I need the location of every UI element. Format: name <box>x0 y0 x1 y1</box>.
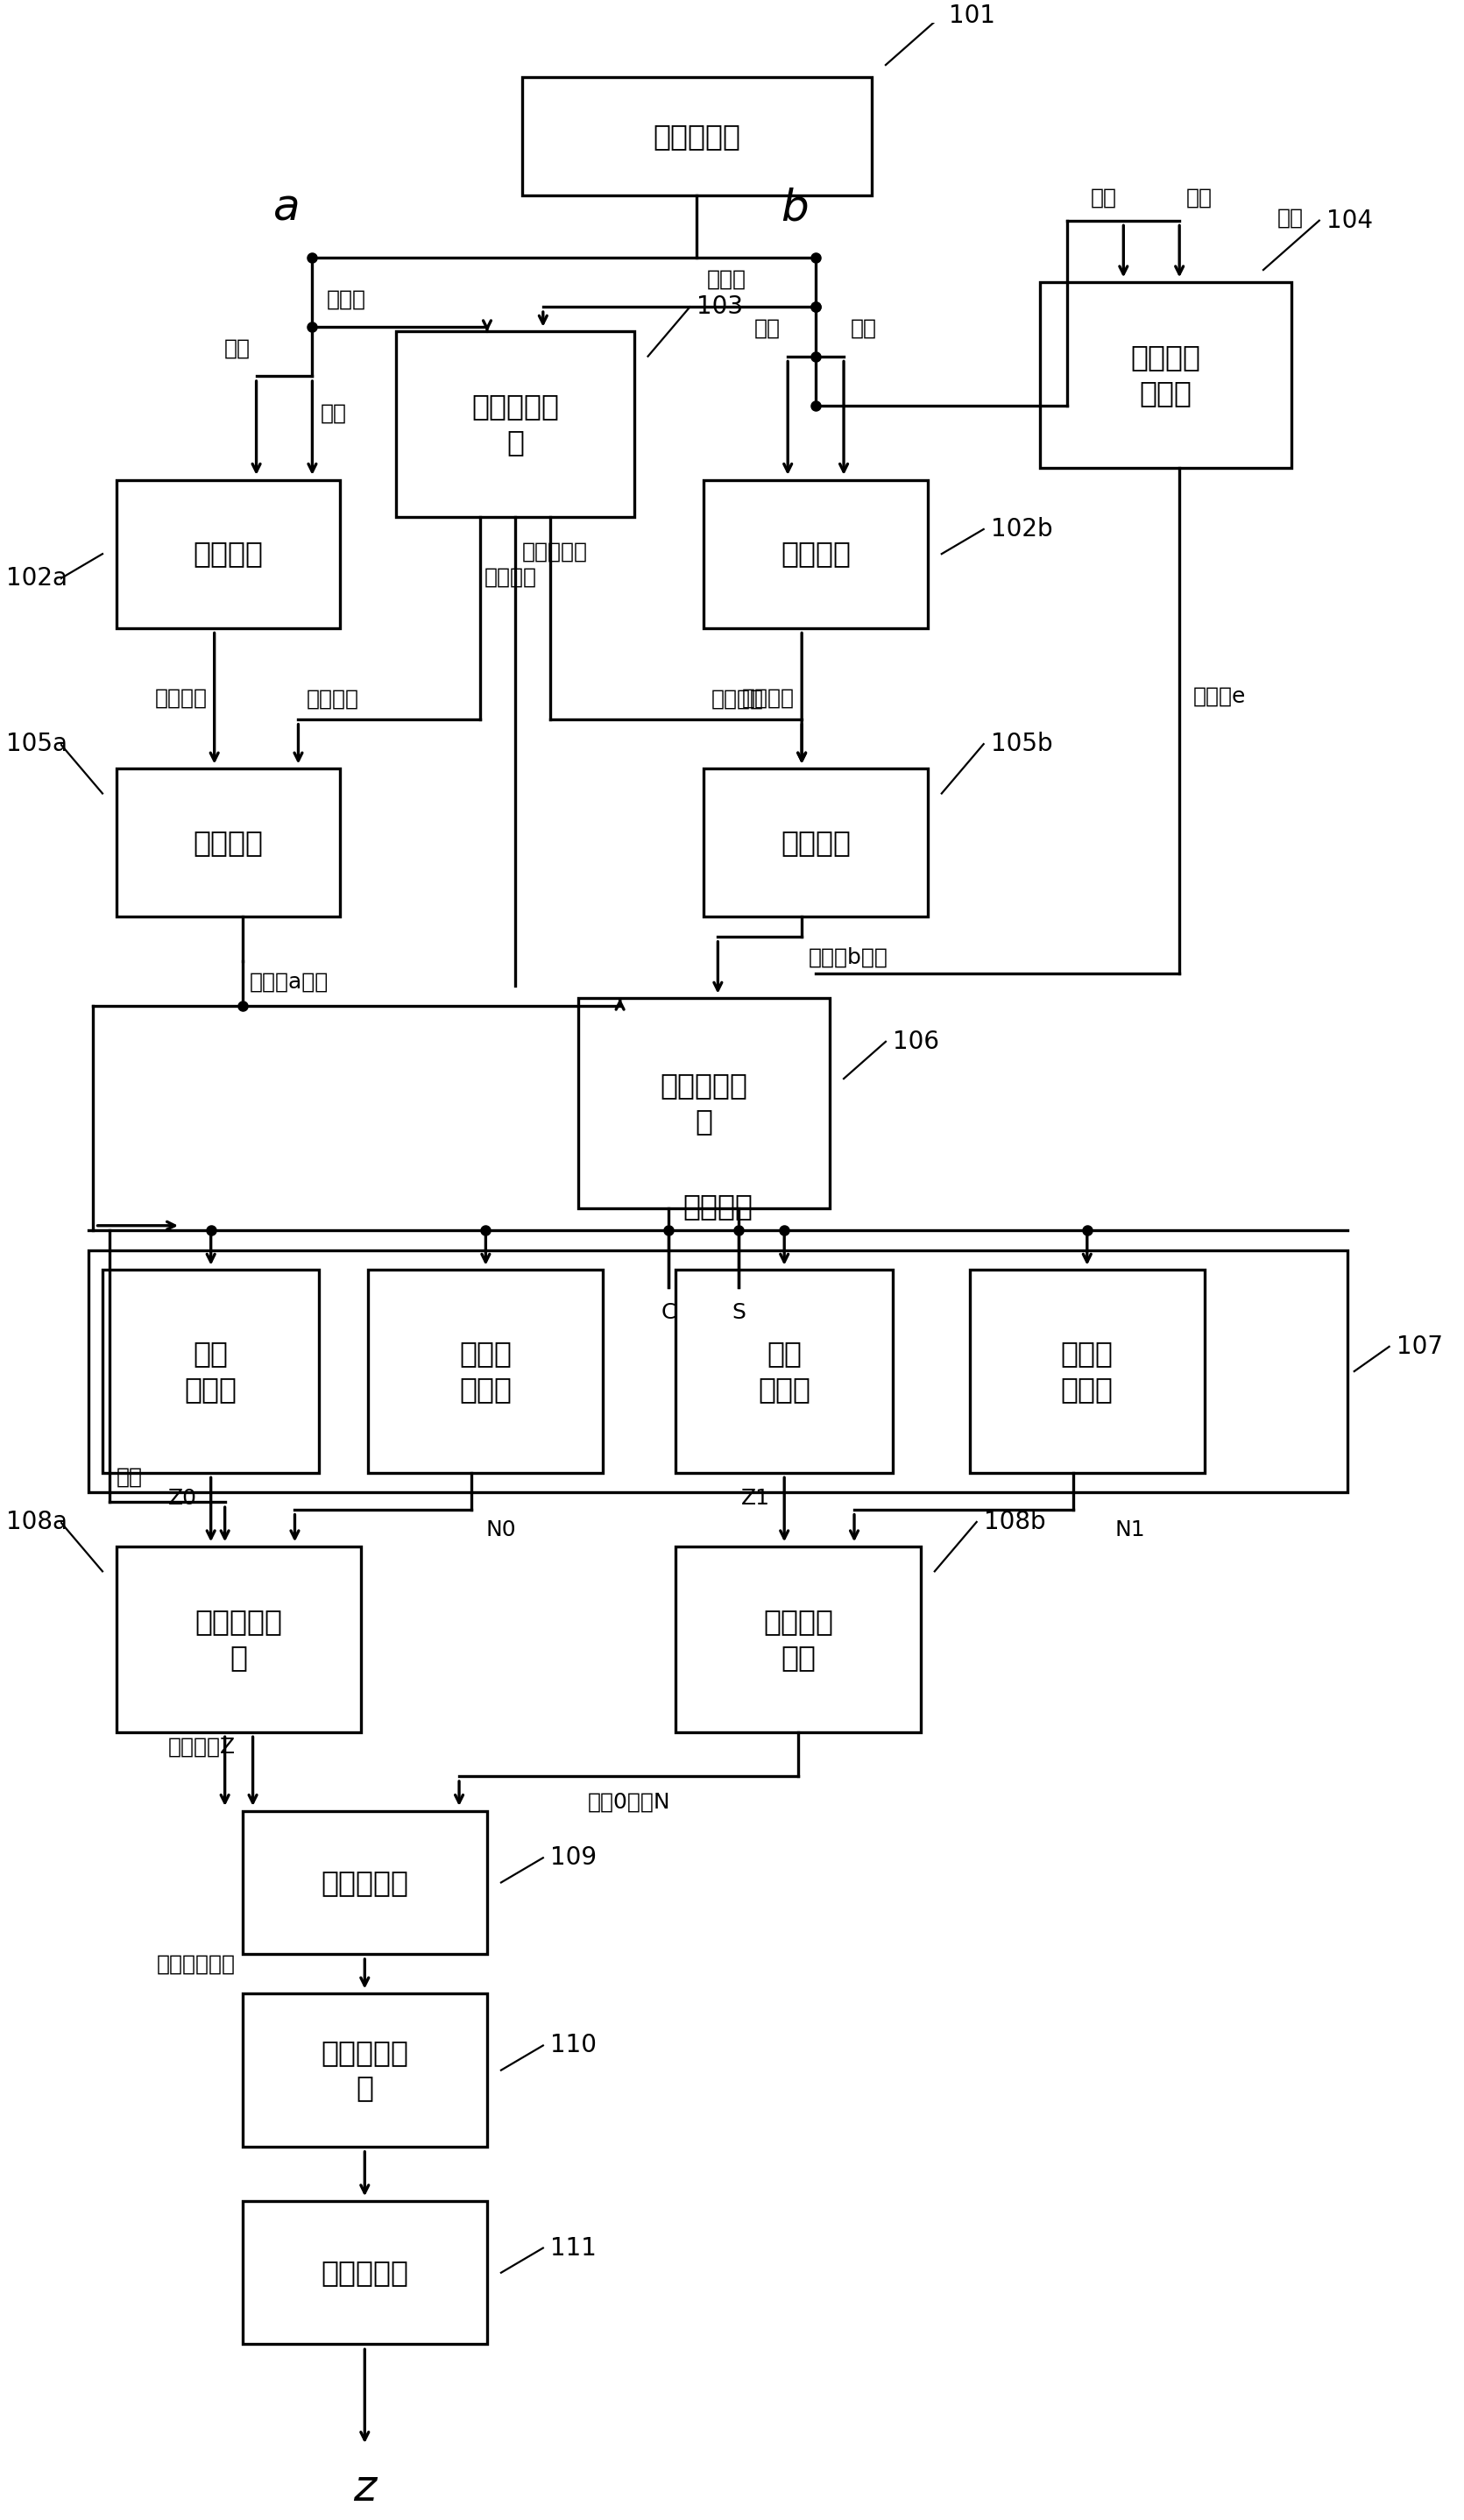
Text: 信号输入端: 信号输入端 <box>653 121 741 151</box>
Text: 102b: 102b <box>991 517 1053 542</box>
Text: 幂指数差: 幂指数差 <box>712 688 763 711</box>
Bar <box>243 1812 488 1953</box>
Text: 幂指数: 幂指数 <box>326 287 366 310</box>
Bar <box>676 1270 893 1472</box>
Text: b: b <box>780 186 808 229</box>
Text: Z1: Z1 <box>741 1487 770 1509</box>
Text: 符号选择电
路: 符号选择电 路 <box>195 1608 283 1671</box>
Bar <box>1039 282 1291 469</box>
Text: 累加结果Z: 累加结果Z <box>168 1736 236 1756</box>
Text: 幂指数差: 幂指数差 <box>485 567 537 587</box>
Text: 符号: 符号 <box>1186 186 1212 209</box>
Text: 加法
负分支: 加法 负分支 <box>758 1338 811 1404</box>
Text: 符号: 符号 <box>851 318 877 340</box>
Bar <box>969 1270 1205 1472</box>
Text: 110: 110 <box>550 2034 596 2059</box>
Text: 109: 109 <box>550 1845 597 1870</box>
Text: 幂指数差: 幂指数差 <box>306 688 359 711</box>
Text: 106: 106 <box>893 1028 938 1053</box>
Text: 111: 111 <box>550 2235 596 2260</box>
Text: 符号: 符号 <box>1091 186 1117 209</box>
Text: S: S <box>732 1303 745 1323</box>
Text: 规格化后结果: 规格化后结果 <box>157 1953 236 1976</box>
Text: 符号: 符号 <box>1277 207 1303 227</box>
Text: 加法电路: 加法电路 <box>682 1192 752 1220</box>
Bar <box>117 769 340 917</box>
Text: 102a: 102a <box>6 567 67 590</box>
Text: N1: N1 <box>1116 1520 1145 1540</box>
Text: 幂指数: 幂指数 <box>707 270 745 290</box>
Text: 溢出处理电
路: 溢出处理电 路 <box>321 2039 408 2102</box>
Text: a: a <box>274 186 300 229</box>
Bar <box>676 1547 921 1731</box>
Bar <box>88 1250 1347 1492</box>
Text: 尾数反码: 尾数反码 <box>155 688 208 708</box>
Text: 信号输出端: 信号输出端 <box>321 2258 408 2288</box>
Bar <box>397 333 634 517</box>
Text: 符号和运
算电路: 符号和运 算电路 <box>1130 343 1200 408</box>
Text: 尾数: 尾数 <box>754 318 780 340</box>
Bar <box>243 2200 488 2344</box>
Text: 双路累加电
路: 双路累加电 路 <box>660 1071 748 1137</box>
Text: 取反电路: 取反电路 <box>780 539 851 570</box>
Text: 对阶电路: 对阶电路 <box>780 829 851 857</box>
Text: 对阶电路: 对阶电路 <box>193 829 264 857</box>
Bar <box>578 998 830 1207</box>
Text: z: z <box>353 2467 376 2510</box>
Text: 指数运算电
路: 指数运算电 路 <box>471 393 559 456</box>
Text: Z0: Z0 <box>168 1487 196 1509</box>
Bar <box>704 479 928 627</box>
Text: 对阶后b尾数: 对阶后b尾数 <box>808 948 889 968</box>
Text: 求前导
负分支: 求前导 负分支 <box>1061 1338 1114 1404</box>
Text: 103: 103 <box>697 295 744 320</box>
Text: 对阶后a尾数: 对阶后a尾数 <box>249 970 328 993</box>
Text: 规格化电路: 规格化电路 <box>321 1867 408 1898</box>
Bar <box>117 1547 362 1731</box>
Text: 108a: 108a <box>6 1509 67 1535</box>
Bar <box>369 1270 603 1472</box>
Text: C: C <box>662 1303 676 1323</box>
Bar <box>117 479 340 627</box>
Bar <box>243 1993 488 2147</box>
Text: 101: 101 <box>949 3 996 28</box>
Text: 105b: 105b <box>991 731 1053 756</box>
Text: 求前导
正分支: 求前导 正分支 <box>460 1338 512 1404</box>
Text: 符号: 符号 <box>117 1467 143 1487</box>
Bar <box>704 769 928 917</box>
Text: 尾数反码: 尾数反码 <box>742 688 795 708</box>
Text: 尾数: 尾数 <box>321 403 347 423</box>
Text: 符号选择
电路: 符号选择 电路 <box>763 1608 833 1671</box>
Text: 107: 107 <box>1397 1336 1442 1358</box>
Text: 符号: 符号 <box>224 338 250 358</box>
Text: 最大幂指数: 最大幂指数 <box>523 542 587 562</box>
Text: N0: N0 <box>486 1520 515 1540</box>
Text: 105a: 105a <box>6 731 67 756</box>
Bar <box>102 1270 319 1472</box>
Text: 前导0个数N: 前导0个数N <box>587 1792 671 1812</box>
Bar <box>523 78 871 197</box>
Text: 符号和e: 符号和e <box>1193 685 1246 706</box>
Text: 104: 104 <box>1326 209 1373 232</box>
Text: 108b: 108b <box>984 1509 1045 1535</box>
Text: 加法
正分支: 加法 正分支 <box>184 1338 237 1404</box>
Text: 取反电路: 取反电路 <box>193 539 264 570</box>
